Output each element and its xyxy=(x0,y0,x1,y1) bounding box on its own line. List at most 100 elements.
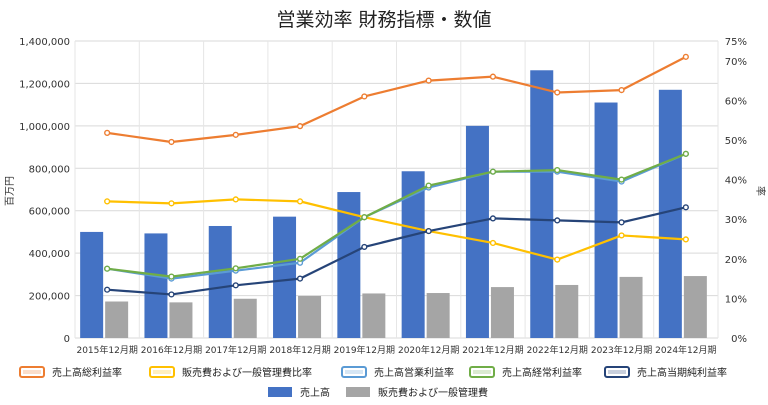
series-point xyxy=(489,73,497,80)
series-point xyxy=(554,217,561,224)
series-point xyxy=(104,129,111,136)
series-point xyxy=(618,219,625,226)
series-point xyxy=(168,273,175,280)
series-point xyxy=(296,198,304,205)
series-point xyxy=(168,138,175,146)
legend-item: 売上高総利益率 xyxy=(19,366,122,379)
series-point xyxy=(104,286,111,293)
legend-swatch-fill xyxy=(153,370,171,374)
y-tick-right: 70% xyxy=(725,57,747,68)
series-point xyxy=(554,89,561,96)
bar xyxy=(530,70,554,339)
bar xyxy=(362,293,386,338)
y-tick-right: 40% xyxy=(725,176,747,187)
y-tick-right: 75% xyxy=(725,37,747,48)
series-point xyxy=(361,93,368,100)
x-tick: 2017年12月期 xyxy=(205,344,266,356)
legend-label: 販売費および一般管理費比率 xyxy=(182,366,312,379)
series-point xyxy=(232,282,239,289)
bar xyxy=(105,301,129,338)
y-tick-right: 30% xyxy=(725,215,747,226)
legend-swatch-fill xyxy=(608,370,626,374)
series-point xyxy=(104,198,111,205)
bar xyxy=(169,302,193,338)
legend-item: 売上高営業利益率 xyxy=(341,366,454,379)
x-tick: 2019年12月期 xyxy=(334,344,395,356)
series-point xyxy=(104,265,111,272)
series-point xyxy=(618,176,625,183)
legend-item: 販売費および一般管理費比率 xyxy=(149,366,312,379)
legend-swatch xyxy=(268,387,292,397)
y-tick-left: 200,000 xyxy=(29,292,70,303)
x-tick: 2020年12月期 xyxy=(398,344,459,356)
bar xyxy=(233,298,257,338)
x-tick: 2024年12月期 xyxy=(655,344,716,356)
bar xyxy=(594,102,618,339)
legend-label: 売上高総利益率 xyxy=(52,366,122,379)
x-tick: 2021年12月期 xyxy=(462,344,523,356)
series-line xyxy=(107,198,686,261)
bar xyxy=(144,233,168,338)
series-point xyxy=(618,87,625,94)
legend-swatch-fill xyxy=(473,370,491,374)
legend-swatch xyxy=(19,366,45,378)
legend-swatch xyxy=(469,366,495,378)
series-point xyxy=(296,255,304,262)
bar xyxy=(401,171,425,338)
series-line xyxy=(107,206,687,296)
legend-swatch xyxy=(341,366,367,378)
y-tick-left: 1,400,000 xyxy=(19,37,70,48)
bar xyxy=(619,276,643,338)
legend-label: 売上高 xyxy=(300,386,330,399)
legend-swatch xyxy=(149,366,175,378)
series-point xyxy=(425,182,432,189)
legend: 売上高総利益率 販売費および一般管理費比率 売上高営業利益率 売上高経常利益率 売上高当… xyxy=(19,366,727,399)
series-line xyxy=(106,55,687,144)
series-point xyxy=(232,131,239,138)
legend-swatch xyxy=(346,387,370,397)
series-point xyxy=(682,150,689,157)
x-tick: 2018年12月期 xyxy=(269,344,330,356)
series-point xyxy=(554,166,561,174)
series-point xyxy=(168,291,175,298)
y-tick-left: 800,000 xyxy=(29,164,70,175)
y-axis-left-label: 百万円 xyxy=(4,176,16,206)
x-axis: 2015年12月期 2016年12月期 2017年12月期 2018年12月期 2019… xyxy=(76,344,716,356)
y-tick-left: 400,000 xyxy=(29,249,70,260)
bar xyxy=(298,295,322,338)
series-point xyxy=(296,275,304,282)
bar xyxy=(658,89,682,339)
y-tick-left: 1,000,000 xyxy=(19,122,70,133)
series-point xyxy=(489,239,497,247)
legend-label: 売上高経常利益率 xyxy=(502,366,582,379)
x-tick: 2023年12月期 xyxy=(591,344,652,356)
x-tick: 2022年12月期 xyxy=(527,344,588,356)
y-tick-right: 20% xyxy=(725,255,747,266)
series-point xyxy=(361,214,368,221)
series-point xyxy=(489,168,497,175)
legend-label: 販売費および一般管理費 xyxy=(378,386,488,399)
chart-title: 営業効率 財務指標・数値 xyxy=(276,9,491,31)
bar xyxy=(80,231,104,338)
series-point xyxy=(618,232,625,239)
y-tick-right: 10% xyxy=(725,294,747,305)
y-tick-left: 0 xyxy=(64,334,70,345)
y-tick-right: 0% xyxy=(731,334,747,345)
y-tick-left: 1,200,000 xyxy=(19,79,70,90)
lines xyxy=(104,53,689,298)
series-point xyxy=(489,215,497,222)
legend-item: 売上高経常利益率 xyxy=(469,366,582,379)
series-point xyxy=(425,227,432,235)
x-tick: 2016年12月期 xyxy=(141,344,202,356)
legend-item: 売上高 xyxy=(268,386,330,399)
series-point xyxy=(232,196,239,203)
bar xyxy=(273,216,297,338)
y-tick-right: 50% xyxy=(725,136,747,147)
bar xyxy=(208,225,232,338)
series-point xyxy=(168,200,175,207)
bar xyxy=(490,287,514,338)
bars xyxy=(80,70,707,339)
legend-label: 売上高営業利益率 xyxy=(374,366,454,379)
series-point xyxy=(554,256,561,263)
legend-swatch xyxy=(604,366,630,378)
